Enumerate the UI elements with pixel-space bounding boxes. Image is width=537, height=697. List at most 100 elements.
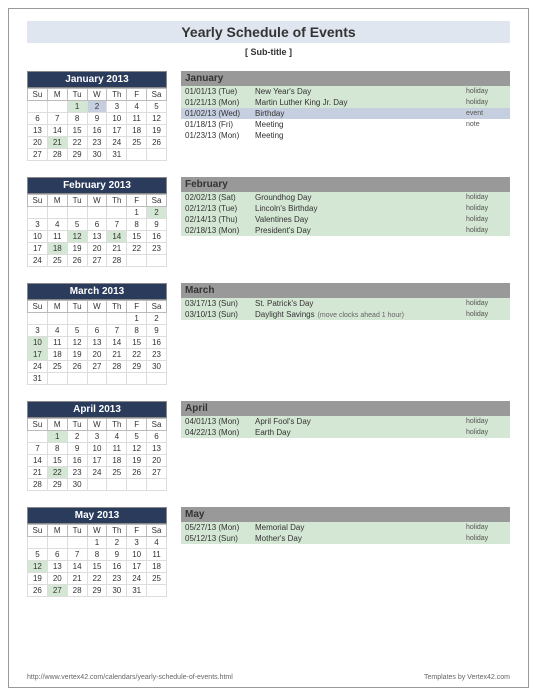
calendar-grid: SuMTuWThFSa12345678910111213141516171819… [27,300,167,385]
calendar-cell: 27 [147,467,167,479]
calendar-cell: 19 [67,349,87,361]
calendar-cell: 18 [47,349,67,361]
calendar-cell: 27 [47,585,67,597]
calendar-cell: 15 [127,337,147,349]
event-date: 02/02/13 (Sat) [185,193,255,202]
day-header: Th [107,419,127,431]
calendar-cell: 22 [67,137,87,149]
event-header: April [181,401,510,416]
calendar-cell: 8 [127,325,147,337]
event-type: note [466,121,506,128]
calendar-cell: 6 [47,549,67,561]
event-desc: New Year's Day [255,87,466,96]
calendar-header: January 2013 [27,71,167,88]
calendar-cell: 26 [67,361,87,373]
event-header: May [181,507,510,522]
event-date: 03/10/13 (Sun) [185,310,255,319]
event-header: March [181,283,510,298]
calendar-header: May 2013 [27,507,167,524]
calendar-cell: 5 [127,431,147,443]
calendar-cell [147,479,167,491]
calendar-cell: 30 [87,149,107,161]
day-header: Su [28,301,48,313]
day-header: Th [107,525,127,537]
calendar-cell: 11 [127,113,147,125]
event-desc: St. Patrick's Day [255,299,466,308]
calendar-cell: 7 [47,113,67,125]
calendar-cell: 21 [107,349,127,361]
day-header: F [127,301,147,313]
calendar-cell: 14 [107,231,127,243]
calendar-cell: 9 [147,219,167,231]
event-desc: Valentines Day [255,215,466,224]
page-subtitle: [ Sub-title ] [27,47,510,57]
day-header: F [127,525,147,537]
calendar-cell: 9 [67,443,87,455]
event-date: 05/12/13 (Sun) [185,534,255,543]
day-header: Su [28,525,48,537]
event-type: holiday [466,99,506,106]
calendar-cell [28,207,48,219]
calendar-cell [127,149,147,161]
calendar-cell [47,537,67,549]
calendar-cell: 22 [87,573,107,585]
calendar-cell: 3 [107,101,127,113]
calendar-cell: 12 [67,337,87,349]
event-row: 02/02/13 (Sat)Groundhog Dayholiday [181,192,510,203]
calendar-cell: 16 [147,337,167,349]
calendar-cell: 10 [28,337,48,349]
calendar-cell: 7 [107,219,127,231]
page-title: Yearly Schedule of Events [27,21,510,43]
calendar-cell: 1 [127,207,147,219]
calendar-cell: 20 [47,573,67,585]
day-header: Sa [147,195,167,207]
event-type: holiday [466,216,506,223]
calendar-cell: 10 [87,443,107,455]
calendar-cell [107,207,127,219]
calendar-cell: 1 [87,537,107,549]
calendar-cell [147,149,167,161]
calendar-cell: 12 [147,113,167,125]
calendar-cell: 31 [127,585,147,597]
calendar-cell: 29 [47,479,67,491]
event-list: January01/01/13 (Tue)New Year's Dayholid… [181,71,510,161]
calendar-cell [28,101,48,113]
event-row: 01/18/13 (Fri)Meetingnote [181,119,510,130]
calendar-cell: 20 [87,243,107,255]
calendar-cell: 21 [67,573,87,585]
day-header: Tu [67,525,87,537]
calendar-cell: 5 [28,549,48,561]
calendar-cell: 4 [47,219,67,231]
calendar-cell: 20 [147,455,167,467]
event-type: holiday [466,300,506,307]
day-header: F [127,195,147,207]
calendar-cell: 30 [147,361,167,373]
calendar-cell: 17 [28,349,48,361]
calendar-cell: 13 [47,561,67,573]
calendar-cell: 10 [107,113,127,125]
calendar-cell [67,537,87,549]
calendar-cell: 18 [47,243,67,255]
calendar-cell: 9 [147,325,167,337]
calendar-cell [87,479,107,491]
day-header: Tu [67,89,87,101]
day-header: W [87,419,107,431]
day-header: M [47,525,67,537]
event-date: 04/01/13 (Mon) [185,417,255,426]
event-desc: President's Day [255,226,466,235]
calendar-cell: 23 [87,137,107,149]
calendar-cell: 14 [28,455,48,467]
calendar-cell: 13 [87,231,107,243]
calendar-cell: 23 [147,349,167,361]
day-header: Tu [67,301,87,313]
calendar-cell: 22 [47,467,67,479]
calendar-cell: 4 [107,431,127,443]
event-desc: Earth Day [255,428,466,437]
day-header: Sa [147,89,167,101]
calendar-cell: 4 [127,101,147,113]
event-list: May05/27/13 (Mon)Memorial Dayholiday05/1… [181,507,510,597]
calendar-cell: 6 [28,113,48,125]
event-row: 03/17/13 (Sun)St. Patrick's Dayholiday [181,298,510,309]
calendar-cell: 2 [147,207,167,219]
calendar-cell: 31 [28,373,48,385]
